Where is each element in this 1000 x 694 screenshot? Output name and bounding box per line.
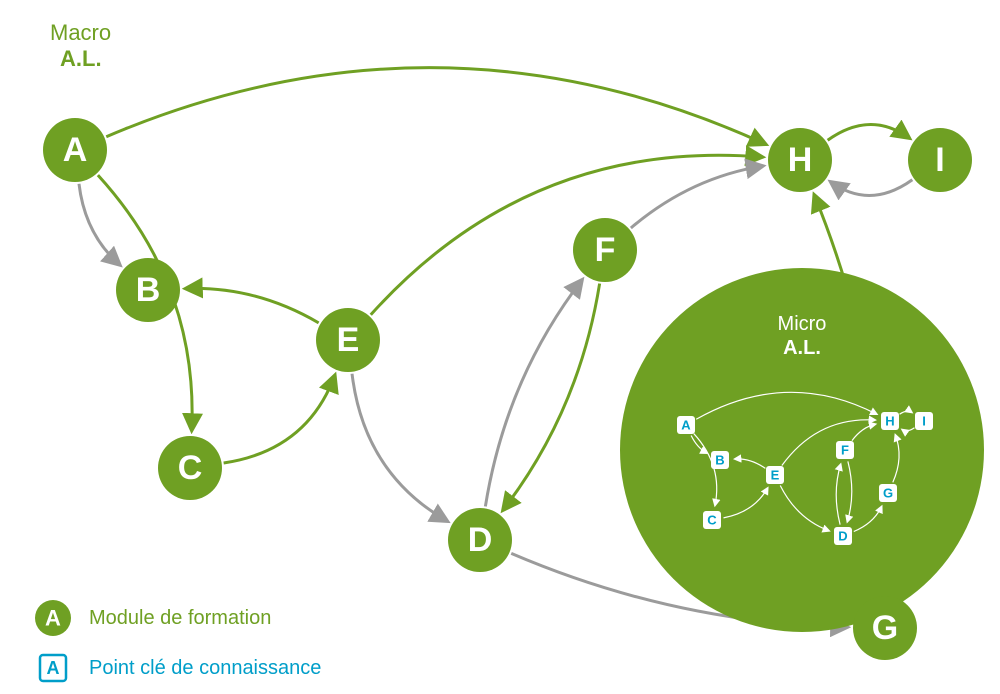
- edge: [631, 166, 763, 228]
- micro-node-e-label: E: [771, 468, 780, 483]
- micro-node-h-label: H: [885, 414, 894, 429]
- edge: [224, 376, 335, 463]
- micro-node-g-label: G: [883, 486, 893, 501]
- edge: [352, 374, 447, 521]
- title-micro-line2: A.L.: [783, 337, 821, 359]
- macro-node-b-label: B: [136, 271, 161, 309]
- edge: [485, 280, 581, 506]
- edge: [371, 155, 762, 315]
- edge: [828, 125, 909, 141]
- edge: [503, 284, 599, 510]
- macro-node-c-label: C: [178, 449, 203, 487]
- micro-node-b-label: B: [715, 453, 724, 468]
- legend-module-glyph: A: [45, 606, 61, 631]
- title-micro-line1: Micro: [778, 313, 827, 335]
- title-macro-line1: Macro: [50, 20, 111, 45]
- macro-node-i-label: I: [935, 141, 944, 179]
- macro-node-h-label: H: [788, 141, 813, 179]
- legend-point-text: Point clé de connaissance: [89, 657, 321, 679]
- edge: [186, 288, 319, 322]
- macro-node-f-label: F: [595, 231, 616, 269]
- edge: [79, 184, 120, 265]
- edge: [831, 180, 912, 196]
- micro-node-c-label: C: [707, 513, 717, 528]
- micro-node-f-label: F: [841, 443, 849, 458]
- micro-node-a-label: A: [681, 418, 691, 433]
- title-macro-line2: A.L.: [60, 46, 102, 71]
- diagram-canvas: ABCDEFGHIMacroA.L.MicroA.L.ABCDEFGHIAMod…: [0, 0, 1000, 694]
- legend-module-text: Module de formation: [89, 607, 271, 629]
- macro-node-a-label: A: [63, 131, 88, 169]
- edge: [106, 68, 765, 144]
- legend-point-glyph: A: [47, 658, 60, 678]
- micro-node-d-label: D: [838, 529, 847, 544]
- macro-node-e-label: E: [337, 321, 360, 359]
- macro-node-g-label: G: [872, 609, 898, 647]
- macro-node-d-label: D: [468, 521, 493, 559]
- micro-node-i-label: I: [922, 414, 926, 429]
